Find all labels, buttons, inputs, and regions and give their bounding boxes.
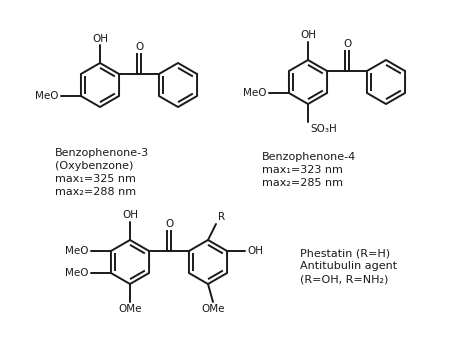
Text: MeO: MeO <box>244 88 267 98</box>
Text: Benzophenone-4: Benzophenone-4 <box>262 152 356 162</box>
Text: MeO: MeO <box>65 268 89 278</box>
Text: max₂=288 nm: max₂=288 nm <box>55 187 136 197</box>
Text: SO₃H: SO₃H <box>310 124 337 134</box>
Text: MeO: MeO <box>65 246 89 256</box>
Text: OH: OH <box>247 246 263 256</box>
Text: OH: OH <box>122 210 138 220</box>
Text: MeO: MeO <box>36 91 59 101</box>
Text: Phestatin (R=H): Phestatin (R=H) <box>300 248 390 258</box>
Text: (Oxybenzone): (Oxybenzone) <box>55 161 133 171</box>
Text: O: O <box>344 39 352 49</box>
Text: max₁=323 nm: max₁=323 nm <box>262 165 343 175</box>
Text: (R=OH, R=NH₂): (R=OH, R=NH₂) <box>300 274 388 284</box>
Text: OMe: OMe <box>201 304 225 314</box>
Text: R: R <box>218 212 225 222</box>
Text: Antitubulin agent: Antitubulin agent <box>300 261 397 271</box>
Text: OMe: OMe <box>118 304 142 314</box>
Text: O: O <box>166 219 174 229</box>
Text: O: O <box>136 42 144 52</box>
Text: OH: OH <box>300 30 316 40</box>
Text: max₁=325 nm: max₁=325 nm <box>55 174 136 184</box>
Text: OH: OH <box>92 34 108 44</box>
Text: max₂=285 nm: max₂=285 nm <box>262 178 343 188</box>
Text: Benzophenone-3: Benzophenone-3 <box>55 148 149 158</box>
